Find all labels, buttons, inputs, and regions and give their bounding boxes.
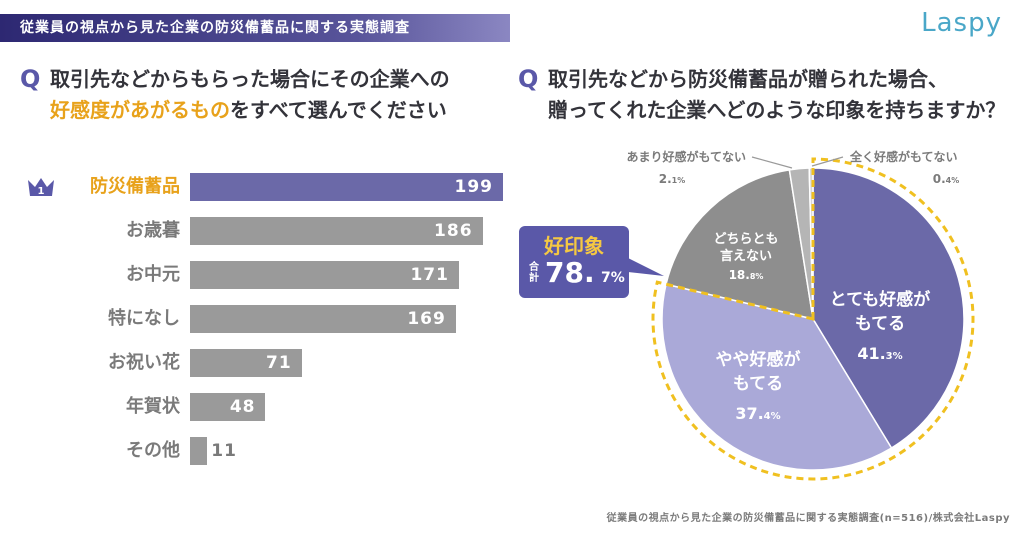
bar-row: 防災備蓄品 1 199: [28, 172, 520, 202]
bar-category-label: 防災備蓄品: [90, 176, 180, 197]
survey-banner: 従業員の視点から見た企業の防災備蓄品に関する実態調査: [0, 14, 510, 42]
bar: [190, 437, 208, 465]
pie-slice-label: やや好感が: [716, 349, 801, 370]
bar-value-label: 11: [211, 441, 237, 461]
leader-line: [751, 156, 793, 169]
question-mark-icon: Q: [20, 65, 41, 93]
pie-value-label: 18.8%: [729, 268, 764, 282]
bar-value-label: 169: [407, 309, 446, 329]
pie-slice-label: どちらとも: [713, 232, 778, 247]
bar-category-label: 年賀状: [126, 396, 180, 417]
bar-row: お祝い花 71: [30, 348, 520, 378]
bar-category-label: 特になし: [108, 308, 180, 329]
leader-line: [811, 156, 844, 167]
bar-category-label: お歳暮: [126, 220, 180, 241]
bar-row: お歳暮 186: [30, 216, 520, 246]
bar-category-label: お中元: [126, 264, 180, 285]
callout-decimal: 7%: [601, 270, 625, 286]
pie-slice-label: あまり好感がもてない: [626, 149, 746, 164]
left-question: Q 取引先などからもらった場合にその企業への 好感度があがるものをすべて選んでく…: [20, 64, 490, 126]
pie-value-label: 37.4%: [735, 404, 780, 423]
question-mark-icon: Q: [518, 65, 539, 93]
callout-number: 78.: [545, 256, 595, 289]
bar: [190, 173, 503, 201]
right-question-line2: 贈ってくれた企業へどのような印象を持ちますか？: [548, 98, 1006, 122]
left-question-rest: をすべて選んでください: [230, 98, 447, 122]
bar-row: その他 11: [30, 436, 520, 466]
pie-slice: [661, 283, 893, 471]
bar-category-label: その他: [126, 440, 180, 461]
bar-value-label: 171: [410, 265, 449, 285]
right-question: Q 取引先などから防災備蓄品が贈られた場合、 贈ってくれた企業へどのような印象を…: [518, 64, 1018, 126]
bar: [190, 261, 459, 289]
pie-slice-label: 全く好感がもてない: [849, 149, 958, 164]
callout-pointer: [628, 258, 664, 276]
bar: [190, 217, 483, 245]
favorable-total-callout: 好印象 合計 78. 7%: [519, 226, 629, 298]
pie-slice: [812, 167, 965, 450]
left-question-highlight: 好感度があがるもの: [50, 98, 230, 122]
bar-row: 年賀状 48: [30, 392, 520, 422]
bar: [190, 349, 302, 377]
right-question-line1: 取引先などから防災備蓄品が贈られた場合、: [548, 67, 948, 91]
callout-sub: 合計: [529, 262, 539, 284]
bar: [190, 305, 456, 333]
pie-value-label: 2.1%: [659, 172, 686, 186]
bar-row: 特になし 169: [30, 304, 520, 334]
bar-value-label: 199: [454, 177, 493, 197]
laspy-logo: Laspy: [921, 8, 1002, 38]
bar-value-label: 186: [434, 221, 473, 241]
left-question-line1: 取引先などからもらった場合にその企業への: [50, 67, 450, 91]
callout-title: 好印象: [544, 234, 604, 258]
bar-value-label: 71: [266, 353, 292, 373]
favorable-dashed-outline: [651, 157, 975, 481]
pie-slice: [788, 167, 814, 320]
pie-slice-label: もてる: [733, 374, 783, 394]
source-footer: 従業員の視点から見た企業の防災備蓄品に関する実態調査(n=516)/株式会社La…: [606, 513, 1010, 524]
pie-slice: [808, 167, 814, 320]
left-question-line2: 好感度があがるものをすべて選んでください: [50, 95, 490, 126]
bar: [190, 393, 266, 421]
pie-value-label: 0.4%: [933, 172, 960, 186]
bar-category-label: お祝い花: [108, 352, 180, 373]
pie-value-label: 41.3%: [857, 344, 902, 363]
pie-slice-label: もてる: [855, 314, 905, 334]
pie-slice: [665, 169, 814, 320]
bar-value-label: 48: [229, 397, 256, 417]
bar-row: お中元 171: [30, 260, 520, 290]
rank-number: 1: [38, 186, 45, 197]
rank-crown-icon: 1: [28, 178, 54, 197]
pie-slice-label: 言えない: [720, 248, 772, 264]
pie-slice-label: とても好感が: [830, 289, 931, 310]
